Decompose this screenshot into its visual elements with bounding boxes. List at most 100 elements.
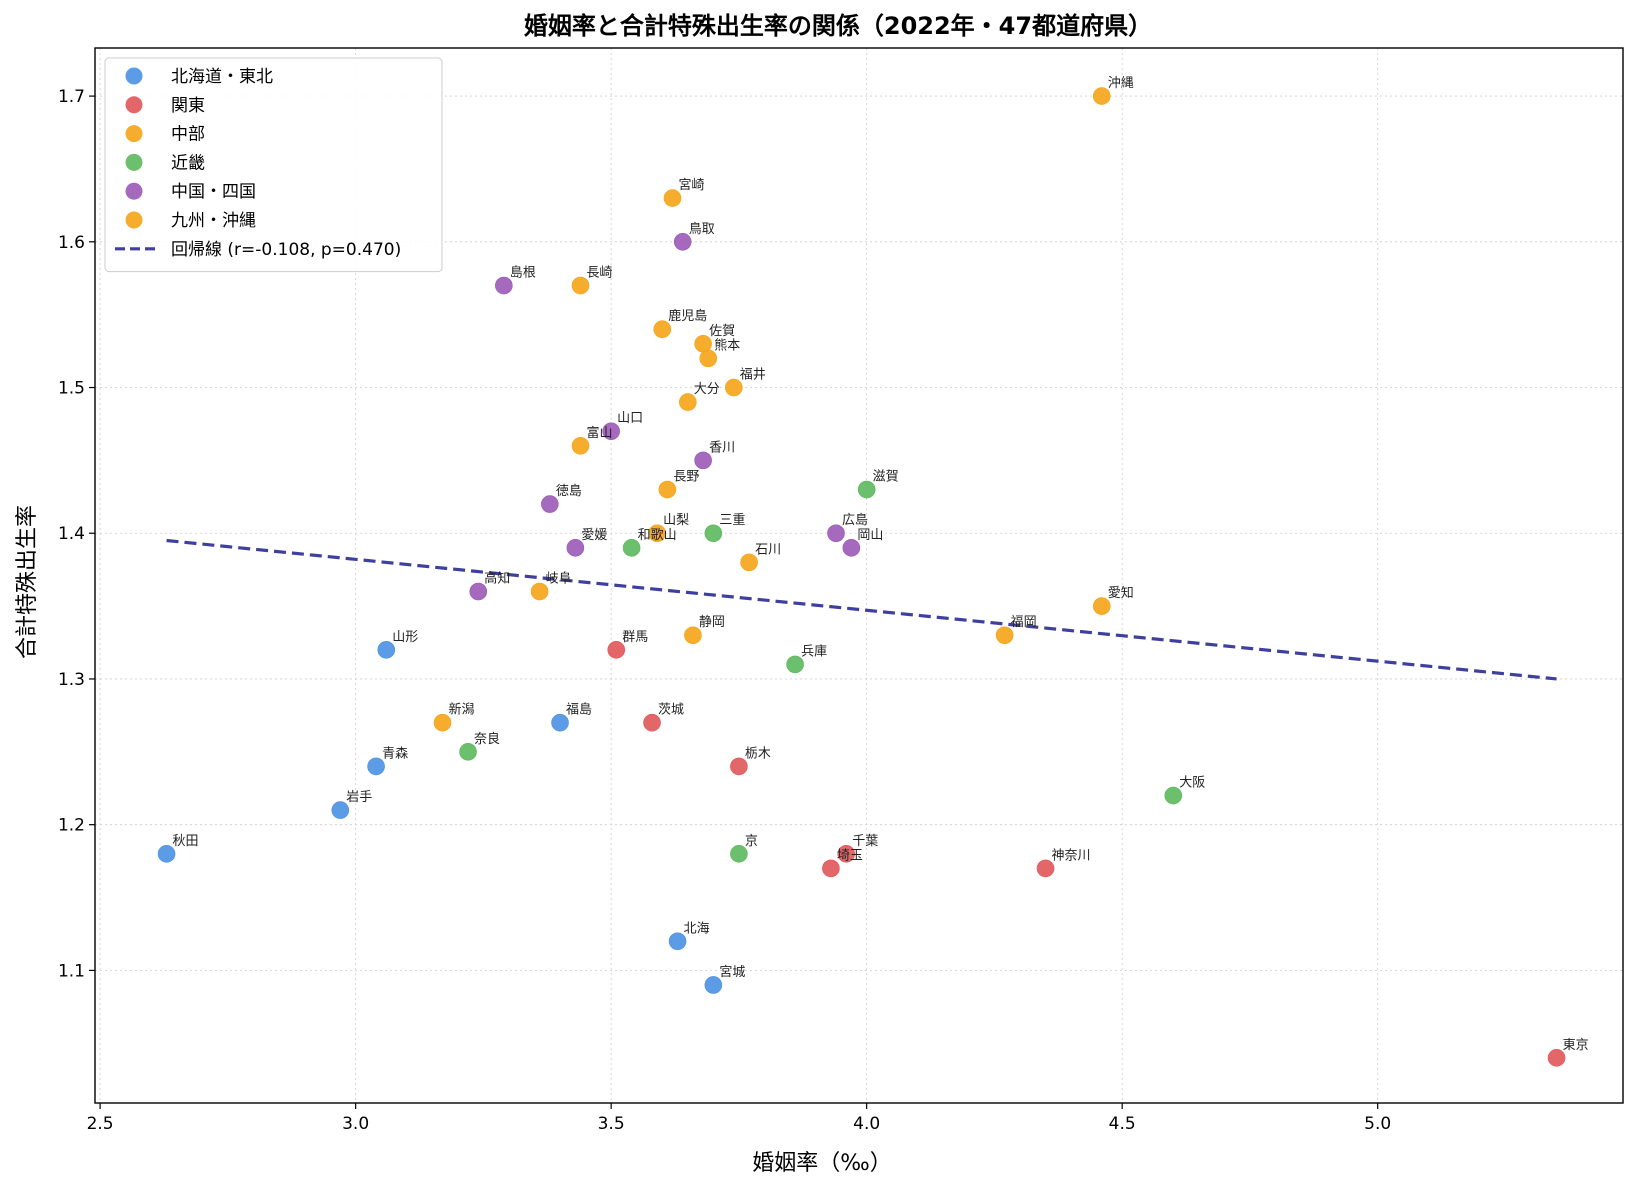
data-point — [658, 480, 677, 499]
point-label: 高知 — [484, 571, 510, 587]
x-tick-label: 4.0 — [853, 1114, 880, 1134]
point-label: 長崎 — [586, 266, 612, 281]
data-point — [1547, 1049, 1566, 1067]
data-point — [995, 626, 1014, 645]
point-label: 愛知 — [1108, 585, 1134, 601]
point-label: 岩手 — [346, 790, 372, 805]
chart-title: 婚姻率と合計特殊出生率の関係（2022年・47都道府県） — [524, 12, 1152, 40]
data-point — [157, 845, 176, 863]
point-label: 沖縄 — [1108, 76, 1134, 91]
data-point — [1092, 597, 1111, 615]
point-label: 栃木 — [745, 746, 771, 761]
data-point — [469, 582, 488, 601]
legend-marker — [125, 153, 143, 171]
legend-entry: 九州・沖縄 — [171, 211, 256, 231]
x-axis-label: 婚姻率（‰） — [752, 1151, 892, 1176]
data-point — [377, 641, 396, 659]
point-label: 北海 — [684, 921, 710, 936]
y-tick-label: 1.7 — [58, 87, 85, 107]
point-label: 山口 — [617, 411, 643, 426]
data-point — [571, 437, 590, 455]
legend-marker — [125, 67, 143, 85]
point-label: 静岡 — [699, 615, 725, 630]
plot-frame — [94, 47, 1624, 1104]
point-label: 福井 — [740, 368, 766, 383]
data-point — [704, 524, 723, 543]
point-label: 奈良 — [474, 731, 500, 747]
point-label: 秋田 — [173, 834, 199, 849]
data-point — [551, 713, 569, 732]
y-tick-label: 1.1 — [58, 961, 85, 981]
point-label: 東京 — [1563, 1037, 1589, 1053]
point-label: 新潟 — [449, 702, 475, 718]
point-label: 山梨 — [663, 513, 689, 528]
regression-line — [166, 538, 1557, 681]
point-label: 三重 — [719, 512, 745, 528]
data-point — [704, 976, 723, 994]
data-point — [699, 349, 718, 368]
x-tick-label: 2.5 — [87, 1114, 114, 1134]
legend-marker — [125, 211, 143, 229]
data-point — [530, 582, 549, 601]
data-point — [622, 539, 641, 557]
point-label: 熊本 — [714, 337, 740, 353]
legend-entry: 中部 — [171, 125, 205, 145]
data-point — [433, 713, 452, 732]
data-point — [367, 757, 385, 776]
data-point — [857, 480, 876, 499]
regression-line-layer — [166, 538, 1557, 681]
data-point — [724, 378, 743, 397]
y-tick-label: 1.2 — [58, 816, 85, 836]
data-point — [786, 655, 804, 674]
data-point — [1036, 859, 1055, 878]
data-point — [653, 320, 672, 339]
data-point — [1092, 87, 1111, 105]
y-tick-label: 1.4 — [58, 524, 85, 544]
point-label: 青森 — [382, 746, 408, 761]
point-label: 長野 — [673, 470, 699, 485]
data-point — [566, 539, 585, 557]
point-label: 和歌山 — [638, 528, 677, 543]
legend-entry: 中国・四国 — [171, 182, 256, 202]
y-tick-label: 1.6 — [58, 233, 85, 253]
data-point — [648, 524, 666, 543]
data-point — [459, 743, 477, 761]
point-label: 兵庫 — [801, 644, 827, 659]
point-label: 茨城 — [658, 703, 684, 718]
x-tick-label: 5.0 — [1364, 1114, 1391, 1134]
point-label: 京 — [745, 834, 758, 849]
point-label: 宮崎 — [678, 177, 704, 193]
point-label: 福岡 — [1011, 615, 1037, 630]
point-label: 福島 — [566, 703, 592, 718]
point-label: 石川 — [755, 542, 781, 557]
data-point — [1164, 786, 1183, 805]
legend-entry: 近畿 — [171, 153, 205, 173]
data-point — [331, 801, 350, 819]
point-label: 大阪 — [1179, 776, 1205, 791]
point-label: 神奈川 — [1052, 848, 1091, 863]
data-point — [730, 845, 748, 863]
point-label: 鳥取 — [689, 222, 715, 237]
y-tick-label: 1.5 — [58, 379, 85, 399]
legend-entry-regression: 回帰線 (r=-0.108, p=0.470) — [171, 240, 401, 260]
data-point — [663, 189, 682, 207]
point-label: 徳島 — [556, 484, 582, 499]
point-label: 埼玉 — [837, 848, 863, 863]
data-point — [837, 845, 856, 863]
data-point — [495, 276, 513, 295]
data-point — [827, 524, 845, 543]
data-point — [822, 859, 840, 878]
point-label: 山形 — [392, 630, 418, 645]
point-label: 島根 — [510, 266, 536, 281]
legend-entry: 北海道・東北 — [171, 67, 273, 87]
data-point — [679, 393, 697, 411]
data-points — [157, 87, 1566, 1067]
data-point — [602, 422, 620, 441]
point-label: 滋賀 — [873, 470, 899, 485]
data-point — [684, 626, 702, 645]
x-tick-label: 4.5 — [1109, 1114, 1136, 1134]
data-point — [673, 233, 692, 251]
